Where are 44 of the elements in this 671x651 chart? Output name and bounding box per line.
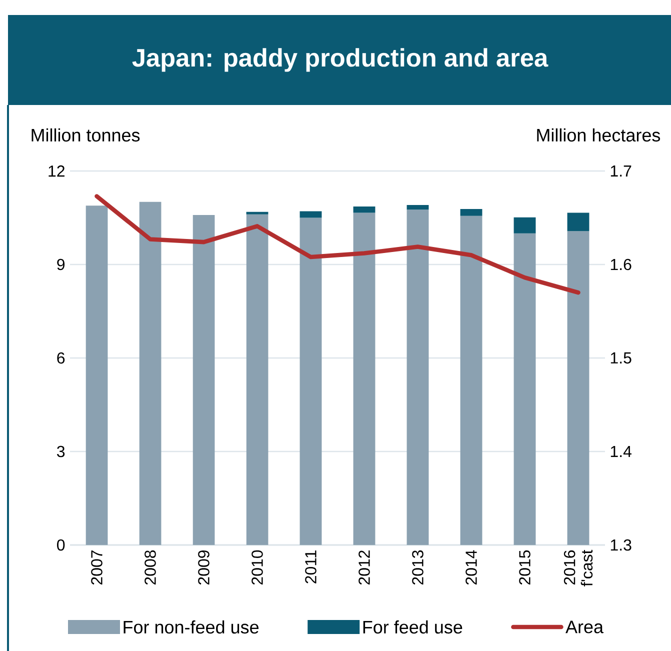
- bar: [567, 231, 590, 545]
- y2-tick-label: 1.6: [610, 258, 632, 270]
- x-tick-label: 2013: [412, 550, 424, 585]
- y2-axis-title: Million hectares: [537, 128, 660, 142]
- bar: [300, 211, 322, 218]
- bar: [460, 216, 482, 545]
- bar: [406, 204, 429, 210]
- bar: [300, 218, 322, 545]
- legend-label: Area: [566, 620, 604, 634]
- bar: [192, 214, 215, 545]
- x-tick-label: 2012: [358, 550, 370, 585]
- x-tick-label: 2009: [198, 550, 210, 585]
- bar: [514, 233, 536, 545]
- x-tick-label: 2015: [519, 550, 530, 585]
- x-tick-label: 2016 f'cast: [564, 550, 593, 586]
- bar: [246, 214, 268, 545]
- bar: [353, 212, 376, 545]
- legend-label: For feed use: [363, 620, 462, 634]
- x-tick-label: 2007: [91, 550, 102, 585]
- y2-tick-label: 1.3: [610, 539, 632, 551]
- legend-label: For non-feed use: [124, 620, 259, 634]
- y-axis-title: Million tonnes: [32, 128, 140, 142]
- bar: [353, 206, 376, 213]
- bar: [139, 202, 162, 545]
- x-tick-label: 2014: [466, 550, 477, 585]
- y-tick-label: 3: [57, 446, 65, 458]
- y-tick-label: 9: [57, 258, 65, 270]
- bar: [460, 209, 482, 216]
- y2-tick-label: 1.5: [610, 352, 632, 364]
- line-series: [94, 194, 580, 295]
- bar: [567, 212, 590, 232]
- chart-title: Japan: paddy production and area: [132, 48, 548, 72]
- y2-tick-label: 1.7: [610, 166, 632, 177]
- x-tick-label: 2010: [252, 550, 263, 585]
- y-tick-label: 6: [57, 352, 65, 364]
- x-tick-label: 2011: [305, 550, 316, 584]
- y-tick-label: 12: [48, 165, 64, 177]
- y-tick-label: 0: [57, 539, 65, 551]
- bar: [406, 210, 429, 545]
- bar: [86, 206, 108, 545]
- bar: [514, 217, 536, 234]
- x-tick-label: 2008: [144, 550, 156, 585]
- y2-tick-label: 1.4: [610, 446, 632, 458]
- bar: [246, 212, 268, 214]
